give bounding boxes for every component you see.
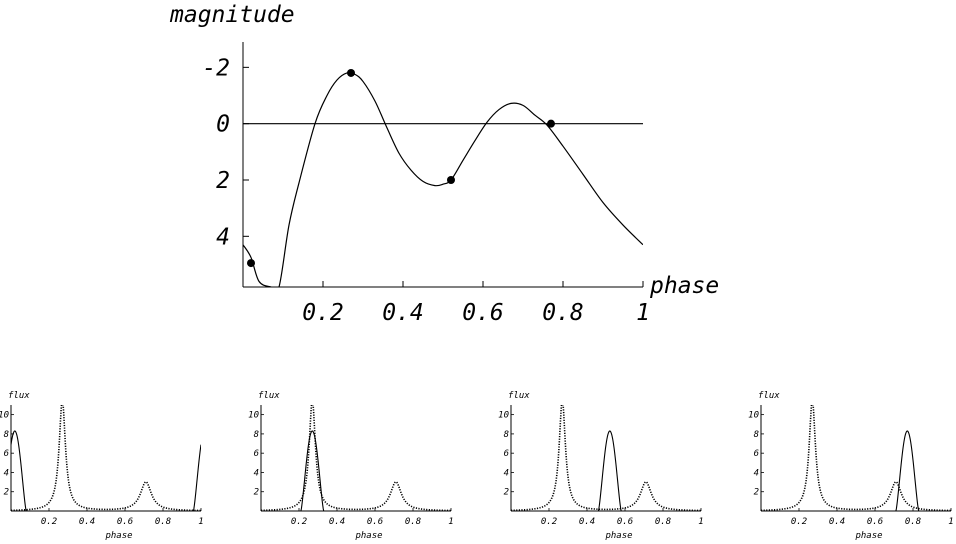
flux-y-tick-label: 8	[4, 430, 9, 440]
y-tick-label: 0	[216, 112, 230, 138]
magnitude-point	[347, 68, 355, 77]
flux-solid-pulse	[261, 430, 451, 512]
flux-x-tick-label: 0.2	[791, 517, 807, 527]
flux-x-tick-label: 0.4	[329, 517, 345, 527]
flux-x-tick-label: 0.6	[367, 517, 383, 527]
flux-x-tick-label: 0.8	[655, 517, 671, 527]
flux-x-tick-label: 0.8	[905, 517, 921, 527]
flux-y-label: flux	[8, 391, 30, 401]
flux-x-tick-label: 1	[698, 517, 703, 527]
flux-x-tick-label: 0.4	[79, 517, 95, 527]
main-y-axis-label: magnitude	[169, 2, 295, 28]
flux-solid-pulse	[761, 430, 951, 512]
flux-y-tick-label: 6	[254, 449, 259, 459]
flux-y-tick-label: 10	[748, 411, 759, 421]
flux-y-tick-label: 2	[754, 488, 759, 498]
flux-y-tick-label: 8	[254, 430, 259, 440]
flux-y-tick-label: 6	[754, 449, 759, 459]
main-magnitude-chart: magnitude phase 0.2 0.4 0.6 0.8 1 -2 0 2 4	[169, 2, 719, 326]
flux-x-label: phase	[604, 531, 632, 541]
y-tick-label: -2	[202, 55, 230, 81]
x-tick-label: 0.2	[302, 300, 344, 326]
flux-solid-pulse	[511, 430, 701, 512]
flux-y-tick-label: 2	[254, 488, 259, 498]
flux-panel: flux phase 2 4 6 8 10 0.2 0.4 0.6 0.8 1	[248, 391, 454, 541]
flux-x-tick-label: 0.4	[829, 517, 845, 527]
flux-x-label: phase	[854, 531, 882, 541]
flux-x-label: phase	[104, 531, 132, 541]
flux-panels: flux phase 2 4 6 8 10 0.2 0.4 0.6 0.8 1 flux phase 2 4 6…	[0, 391, 954, 541]
flux-x-tick-label: 0.8	[155, 517, 171, 527]
flux-y-tick-label: 2	[504, 488, 509, 498]
flux-x-tick-label: 1	[198, 517, 203, 527]
flux-y-tick-label: 10	[498, 411, 509, 421]
flux-x-tick-label: 0.4	[579, 517, 595, 527]
flux-y-tick-label: 4	[504, 468, 509, 478]
flux-y-tick-label: 6	[504, 449, 509, 459]
flux-y-tick-label: 2	[4, 488, 9, 498]
magnitude-point	[447, 175, 455, 184]
x-tick-label: 0.4	[382, 300, 424, 326]
flux-dotted-profile	[511, 405, 701, 512]
flux-y-tick-label: 4	[754, 468, 759, 478]
flux-panel: flux phase 2 4 6 8 10 0.2 0.4 0.6 0.8 1	[748, 391, 954, 541]
flux-dotted-profile	[261, 405, 451, 512]
x-tick-label: 0.6	[462, 300, 504, 326]
flux-y-label: flux	[508, 391, 530, 401]
flux-x-label: phase	[354, 531, 382, 541]
main-x-axis-label: phase	[649, 273, 719, 299]
magnitude-point	[547, 119, 555, 128]
flux-y-tick-label: 6	[4, 449, 9, 459]
x-tick-label: 1	[636, 300, 650, 326]
x-tick-label: 0.8	[542, 300, 584, 326]
flux-dotted-profile	[761, 405, 951, 512]
flux-y-tick-label: 8	[504, 430, 509, 440]
flux-x-tick-label: 0.6	[867, 517, 883, 527]
flux-x-tick-label: 0.6	[617, 517, 633, 527]
flux-x-tick-label: 0.8	[405, 517, 421, 527]
flux-x-tick-label: 0.2	[541, 517, 557, 527]
flux-panel: flux phase 2 4 6 8 10 0.2 0.4 0.6 0.8 1	[498, 391, 704, 541]
flux-y-tick-label: 4	[254, 468, 259, 478]
y-tick-label: 4	[216, 224, 230, 250]
magnitude-curve	[243, 72, 643, 287]
flux-x-tick-label: 1	[948, 517, 953, 527]
flux-y-tick-label: 10	[0, 411, 9, 421]
flux-x-tick-label: 0.2	[41, 517, 57, 527]
flux-panel: flux phase 2 4 6 8 10 0.2 0.4 0.6 0.8 1	[0, 391, 204, 541]
magnitude-point	[247, 259, 255, 268]
flux-y-label: flux	[758, 391, 780, 401]
flux-solid-pulse	[11, 430, 201, 512]
y-tick-label: 2	[216, 168, 230, 194]
flux-y-label: flux	[258, 391, 280, 401]
flux-y-tick-label: 10	[248, 411, 259, 421]
flux-x-tick-label: 1	[448, 517, 453, 527]
flux-x-tick-label: 0.2	[291, 517, 307, 527]
flux-y-tick-label: 8	[754, 430, 759, 440]
flux-y-tick-label: 4	[4, 468, 9, 478]
flux-x-tick-label: 0.6	[117, 517, 133, 527]
flux-dotted-profile	[11, 405, 201, 512]
